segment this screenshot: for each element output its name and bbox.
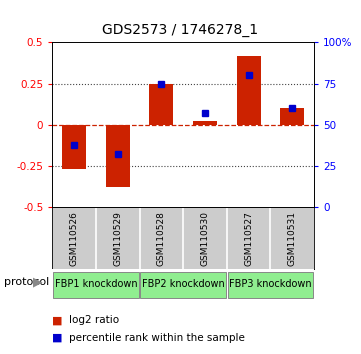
Text: ▶: ▶ — [33, 276, 43, 289]
Text: FBP3 knockdown: FBP3 knockdown — [229, 279, 312, 289]
Bar — [149, 84, 173, 125]
Text: GSM110530: GSM110530 — [200, 211, 209, 266]
Text: GSM110528: GSM110528 — [157, 211, 166, 266]
Text: GSM110526: GSM110526 — [70, 211, 79, 266]
Text: protocol: protocol — [4, 277, 49, 287]
Text: percentile rank within the sample: percentile rank within the sample — [69, 333, 244, 343]
Bar — [237, 56, 261, 125]
FancyBboxPatch shape — [140, 272, 226, 298]
Text: ■: ■ — [52, 333, 63, 343]
Text: log2 ratio: log2 ratio — [69, 315, 119, 325]
Bar — [106, 125, 130, 187]
Text: ■: ■ — [52, 315, 63, 325]
FancyBboxPatch shape — [53, 272, 139, 298]
Bar — [193, 121, 217, 125]
FancyBboxPatch shape — [228, 272, 313, 298]
Text: GSM110527: GSM110527 — [244, 211, 253, 266]
Text: FBP1 knockdown: FBP1 knockdown — [55, 279, 137, 289]
Text: GDS2573 / 1746278_1: GDS2573 / 1746278_1 — [103, 23, 258, 37]
Text: GSM110531: GSM110531 — [288, 211, 297, 266]
Text: GSM110529: GSM110529 — [113, 211, 122, 266]
Bar — [280, 108, 304, 125]
Text: FBP2 knockdown: FBP2 knockdown — [142, 279, 225, 289]
Bar — [62, 125, 86, 169]
